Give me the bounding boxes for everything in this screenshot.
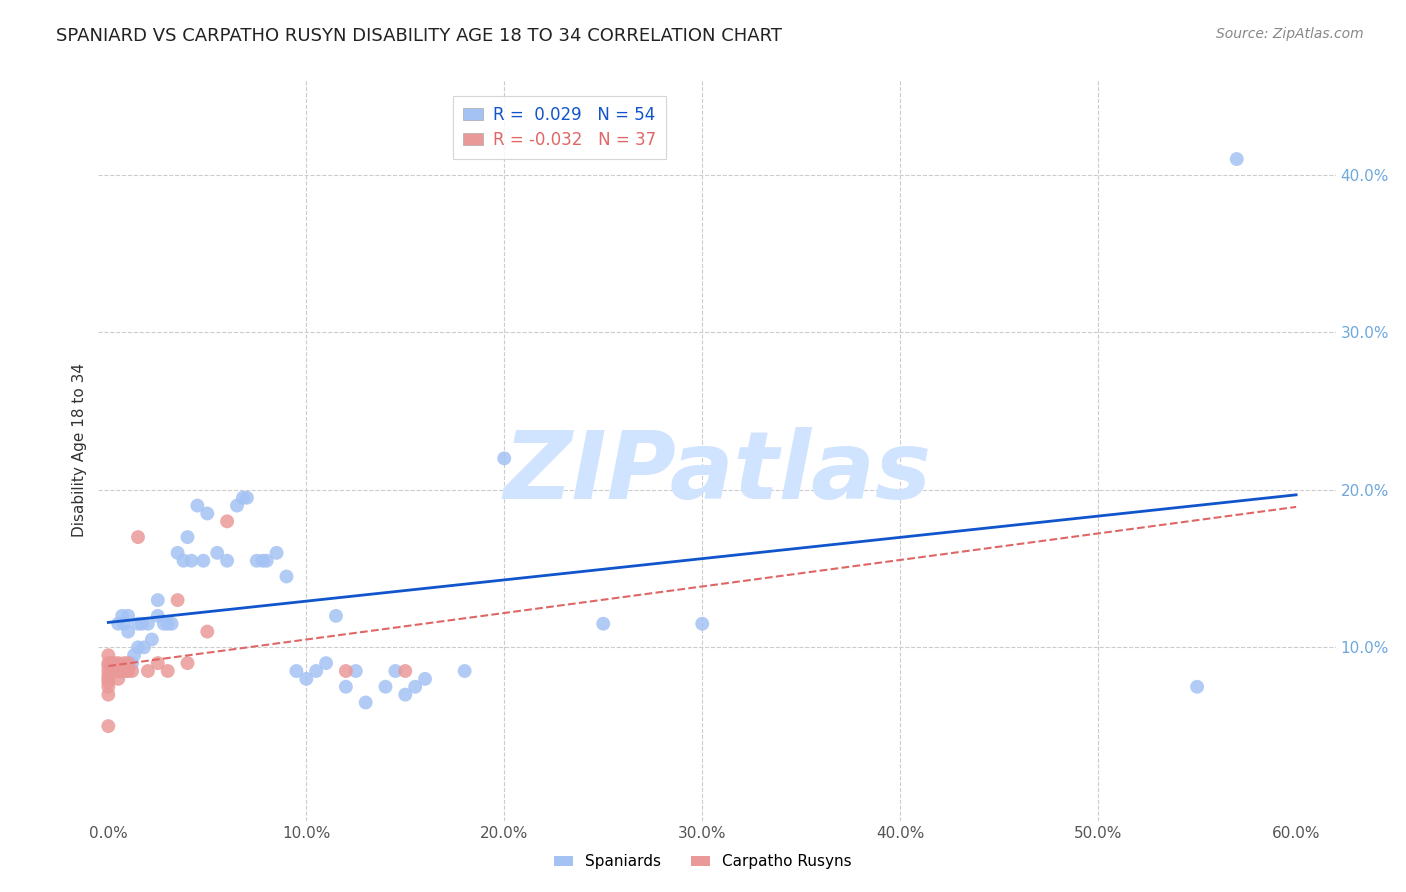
Point [166, 593, 188, 607]
Point [325, 608, 347, 623]
Point [107, 664, 129, 678]
Point [252, 554, 274, 568]
Point [152, 616, 174, 631]
Point [384, 664, 406, 678]
Point [176, 656, 198, 670]
Point [111, 664, 134, 678]
Point [97, 659, 120, 673]
Point [1226, 152, 1249, 166]
Text: Source: ZipAtlas.com: Source: ZipAtlas.com [1216, 27, 1364, 41]
Point [107, 656, 129, 670]
Point [156, 664, 179, 678]
Point [97, 719, 120, 733]
Point [335, 680, 357, 694]
Point [97, 680, 120, 694]
Point [117, 624, 139, 639]
Point [344, 664, 367, 678]
Point [127, 616, 149, 631]
Point [117, 664, 139, 678]
Point [101, 664, 124, 678]
Point [453, 664, 475, 678]
Point [176, 530, 198, 544]
Point [193, 554, 215, 568]
Point [115, 664, 138, 678]
Legend: Spaniards, Carpatho Rusyns: Spaniards, Carpatho Rusyns [548, 848, 858, 875]
Point [217, 554, 239, 568]
Point [97, 648, 120, 663]
Point [195, 507, 218, 521]
Point [1185, 680, 1208, 694]
Point [111, 608, 134, 623]
Point [413, 672, 436, 686]
Point [180, 554, 202, 568]
Point [117, 656, 139, 670]
Point [146, 608, 169, 623]
Point [101, 656, 124, 670]
Point [97, 672, 120, 686]
Point [97, 688, 120, 702]
Point [112, 656, 135, 670]
Point [404, 680, 426, 694]
Point [217, 514, 239, 528]
Point [107, 616, 129, 631]
Point [276, 569, 298, 583]
Point [205, 546, 228, 560]
Point [232, 491, 254, 505]
Point [122, 648, 145, 663]
Point [136, 664, 159, 678]
Point [132, 640, 155, 655]
Point [226, 499, 249, 513]
Point [335, 664, 357, 678]
Legend: R =  0.029   N = 54, R = -0.032   N = 37: R = 0.029 N = 54, R = -0.032 N = 37 [453, 96, 666, 159]
Point [256, 554, 278, 568]
Point [494, 451, 516, 466]
Point [166, 546, 188, 560]
Point [305, 664, 328, 678]
Point [186, 499, 208, 513]
Text: SPANIARD VS CARPATHO RUSYN DISABILITY AGE 18 TO 34 CORRELATION CHART: SPANIARD VS CARPATHO RUSYN DISABILITY AG… [56, 27, 782, 45]
Point [117, 608, 139, 623]
Point [236, 491, 259, 505]
Point [160, 616, 183, 631]
Point [112, 664, 135, 678]
Point [173, 554, 195, 568]
Point [97, 669, 120, 683]
Point [105, 664, 128, 678]
Point [121, 656, 143, 670]
Point [592, 616, 614, 631]
Point [127, 640, 149, 655]
Text: ZIPatlas: ZIPatlas [503, 426, 931, 518]
Point [156, 616, 179, 631]
Point [131, 616, 153, 631]
Point [394, 688, 416, 702]
Point [266, 546, 288, 560]
Point [394, 664, 416, 678]
Point [374, 680, 396, 694]
Point [285, 664, 308, 678]
Point [107, 672, 129, 686]
Point [246, 554, 269, 568]
Point [690, 616, 713, 631]
Point [127, 530, 149, 544]
Y-axis label: Disability Age 18 to 34: Disability Age 18 to 34 [72, 363, 87, 538]
Point [141, 632, 163, 647]
Point [295, 672, 318, 686]
Point [103, 664, 125, 678]
Point [103, 656, 125, 670]
Point [136, 616, 159, 631]
Point [107, 659, 129, 673]
Point [97, 664, 120, 678]
Point [97, 675, 120, 690]
Point [112, 616, 135, 631]
Point [146, 593, 169, 607]
Point [195, 624, 218, 639]
Point [146, 656, 169, 670]
Point [108, 664, 131, 678]
Point [354, 696, 377, 710]
Point [97, 656, 120, 670]
Point [315, 656, 337, 670]
Point [121, 664, 143, 678]
